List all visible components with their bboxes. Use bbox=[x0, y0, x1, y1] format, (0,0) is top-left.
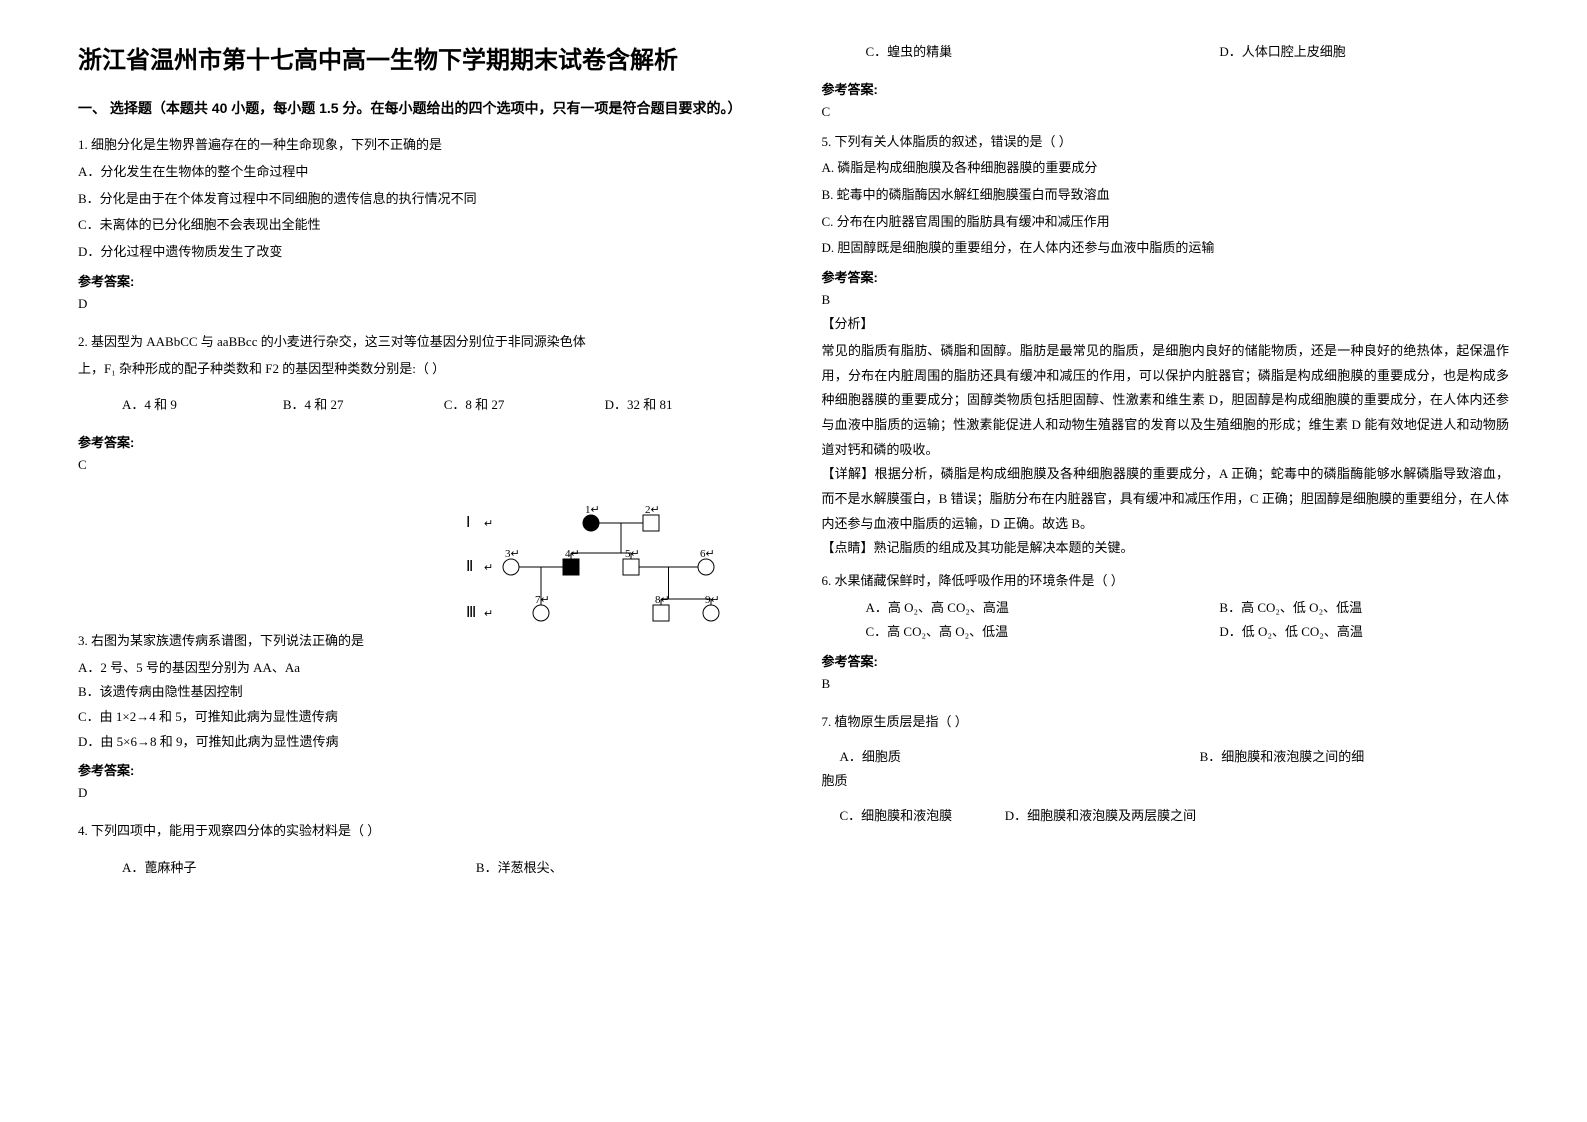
q7-opt-c: C．细胞膜和液泡膜 bbox=[822, 804, 1002, 829]
q6-ans-label: 参考答案: bbox=[822, 651, 1510, 670]
q3-opt-d: D．由 5×6→8 和 9，可推知此病为显性遗传病 bbox=[78, 730, 766, 755]
q2-opt-b: B．4 和 27 bbox=[283, 393, 444, 418]
q6-row1: A．高 O₂、高 CO₂、高温 B．高 CO₂、低 O₂、低温 bbox=[822, 596, 1510, 621]
svg-text:↵: ↵ bbox=[484, 518, 493, 530]
q2-ans: C bbox=[78, 457, 766, 473]
q6-row2: C．高 CO₂、高 O₂、低温 D．低 O₂、低 CO₂、高温 bbox=[822, 620, 1510, 645]
q5-fenxi: 常见的脂质有脂肪、磷脂和固醇。脂肪是最常见的脂质，是细胞内良好的储能物质，还是一… bbox=[822, 339, 1510, 462]
question-5: 5. 下列有关人体脂质的叙述，错误的是（ ） A. 磷脂是构成细胞膜及各种细胞器… bbox=[822, 130, 1510, 561]
svg-text:4↵: 4↵ bbox=[565, 548, 580, 560]
q2-options: A．4 和 9 B．4 和 27 C．8 和 27 D．32 和 81 bbox=[78, 393, 766, 418]
q6-opt-d: D．低 O₂、低 CO₂、高温 bbox=[1219, 620, 1509, 645]
q1-opt-c: C．未离体的已分化细胞不会表现出全能性 bbox=[78, 213, 766, 238]
q3-opt-c: C．由 1×2→4 和 5，可推知此病为显性遗传病 bbox=[78, 705, 766, 730]
q2-stem-1: 2. 基因型为 AABbCC 与 aaBBcc 的小麦进行杂交，这三对等位基因分… bbox=[78, 330, 766, 355]
q1-opt-a: A．分化发生在生物体的整个生命过程中 bbox=[78, 160, 766, 185]
q4-opt-b: B．洋葱根尖、 bbox=[476, 856, 766, 881]
q3-opt-b: B．该遗传病由隐性基因控制 bbox=[78, 680, 766, 705]
pedigree-svg: Ⅰ ↵ Ⅱ ↵ Ⅲ ↵ 1↵ 2↵ 3↵ 4↵ 5↵ 6↵ 7↵ 8↵ 9↵ bbox=[316, 497, 736, 627]
q4-ans: C bbox=[822, 104, 1510, 120]
doc-title: 浙江省温州市第十七高中高一生物下学期期末试卷含解析 bbox=[78, 40, 766, 75]
q7-opt-b: B．细胞膜和液泡膜之间的细 bbox=[1200, 745, 1509, 770]
svg-text:8↵: 8↵ bbox=[655, 594, 670, 606]
q4-opt-a: A．蓖麻种子 bbox=[122, 856, 476, 881]
section-1-head: 一、 选择题（本题共 40 小题，每小题 1.5 分。在每小题给出的四个选项中，… bbox=[78, 97, 766, 119]
q1-ans: D bbox=[78, 296, 766, 312]
q7-opt-b-cont: 胞质 bbox=[822, 769, 1510, 794]
question-1: 1. 细胞分化是生物界普遍存在的一种生命现象，下列不正确的是 A．分化发生在生物… bbox=[78, 133, 766, 321]
q4-row2: C．蝗虫的精巢 D．人体口腔上皮细胞 bbox=[822, 40, 1510, 65]
q1-opt-b: B．分化是由于在个体发育过程中不同细胞的遗传信息的执行情况不同 bbox=[78, 187, 766, 212]
q7-opt-a: A．细胞质 bbox=[822, 745, 1200, 770]
q1-stem: 1. 细胞分化是生物界普遍存在的一种生命现象，下列不正确的是 bbox=[78, 133, 766, 158]
q3-ans: D bbox=[78, 785, 766, 801]
pedigree-figure: Ⅰ ↵ Ⅱ ↵ Ⅲ ↵ 1↵ 2↵ 3↵ 4↵ 5↵ 6↵ 7↵ 8↵ 9↵ bbox=[78, 497, 766, 627]
q5-ans-label: 参考答案: bbox=[822, 267, 1510, 286]
q5-xiangjie: 【详解】根据分析，磷脂是构成细胞膜及各种细胞器膜的重要成分，A 正确；蛇毒中的磷… bbox=[822, 462, 1510, 536]
q6-ans: B bbox=[822, 676, 1510, 692]
svg-text:6↵: 6↵ bbox=[700, 548, 715, 560]
q3-stem: 3. 右图为某家族遗传病系谱图，下列说法正确的是 bbox=[78, 629, 766, 654]
svg-text:7↵: 7↵ bbox=[535, 594, 550, 606]
q7-stem: 7. 植物原生质层是指（ ） bbox=[822, 710, 1510, 735]
q5-opt-a: A. 磷脂是构成细胞膜及各种细胞器膜的重要成分 bbox=[822, 156, 1510, 181]
q2-opt-a: A．4 和 9 bbox=[122, 393, 283, 418]
question-4: 4. 下列四项中，能用于观察四分体的实验材料是（ ） A．蓖麻种子 B．洋葱根尖… bbox=[78, 819, 766, 880]
q7-row2: C．细胞膜和液泡膜 D．细胞膜和液泡膜及两层膜之间 bbox=[822, 804, 1510, 829]
q6-opt-b: B．高 CO₂、低 O₂、低温 bbox=[1219, 596, 1509, 621]
q4-opt-c: C．蝗虫的精巢 bbox=[866, 40, 1220, 65]
q7-opt-d: D．细胞膜和液泡膜及两层膜之间 bbox=[1005, 808, 1196, 823]
q5-opt-b: B. 蛇毒中的磷脂酶因水解红细胞膜蛋白而导致溶血 bbox=[822, 183, 1510, 208]
svg-text:Ⅱ: Ⅱ bbox=[466, 559, 473, 575]
q1-opt-d: D．分化过程中遗传物质发生了改变 bbox=[78, 240, 766, 265]
q3-opt-a: A．2 号、5 号的基因型分别为 AA、Aa bbox=[78, 656, 766, 681]
q5-opt-c: C. 分布在内脏器官周围的脂肪具有缓冲和减压作用 bbox=[822, 210, 1510, 235]
q4-stem: 4. 下列四项中，能用于观察四分体的实验材料是（ ） bbox=[78, 819, 766, 844]
q5-dianjing: 【点睛】熟记脂质的组成及其功能是解决本题的关键。 bbox=[822, 536, 1510, 561]
right-column: C．蝗虫的精巢 D．人体口腔上皮细胞 参考答案: C 5. 下列有关人体脂质的叙… bbox=[794, 40, 1538, 1082]
q6-stem: 6. 水果储藏保鲜时，降低呼吸作用的环境条件是（ ） bbox=[822, 569, 1510, 594]
q6-opt-a: A．高 O₂、高 CO₂、高温 bbox=[866, 596, 1220, 621]
q3-ans-label: 参考答案: bbox=[78, 760, 766, 779]
q5-ans: B bbox=[822, 292, 1510, 308]
q5-stem: 5. 下列有关人体脂质的叙述，错误的是（ ） bbox=[822, 130, 1510, 155]
q4-row1: A．蓖麻种子 B．洋葱根尖、 bbox=[78, 856, 766, 881]
q2-opt-d: D．32 和 81 bbox=[605, 393, 766, 418]
question-3: 3. 右图为某家族遗传病系谱图，下列说法正确的是 A．2 号、5 号的基因型分别… bbox=[78, 629, 766, 811]
q7-row1: A．细胞质 B．细胞膜和液泡膜之间的细 bbox=[822, 745, 1510, 770]
q2-stem-2: 上，F₁ 杂种形成的配子种类数和 F2 的基因型种类数分别是:（ ） bbox=[78, 357, 766, 382]
left-column: 浙江省温州市第十七高中高一生物下学期期末试卷含解析 一、 选择题（本题共 40 … bbox=[50, 40, 794, 1082]
svg-text:↵: ↵ bbox=[484, 562, 493, 574]
svg-text:2↵: 2↵ bbox=[645, 504, 660, 516]
q4-ans-label: 参考答案: bbox=[822, 79, 1510, 98]
q5-fenxi-label: 【分析】 bbox=[822, 312, 1510, 337]
q1-ans-label: 参考答案: bbox=[78, 271, 766, 290]
question-7: 7. 植物原生质层是指（ ） A．细胞质 B．细胞膜和液泡膜之间的细 胞质 C．… bbox=[822, 710, 1510, 831]
q4-opt-d: D．人体口腔上皮细胞 bbox=[1219, 40, 1509, 65]
svg-text:Ⅰ: Ⅰ bbox=[466, 515, 470, 531]
svg-text:3↵: 3↵ bbox=[505, 548, 520, 560]
q2-opt-c: C．8 和 27 bbox=[444, 393, 605, 418]
question-2: 2. 基因型为 AABbCC 与 aaBBcc 的小麦进行杂交，这三对等位基因分… bbox=[78, 330, 766, 483]
svg-text:9↵: 9↵ bbox=[705, 594, 720, 606]
svg-text:1↵: 1↵ bbox=[585, 504, 600, 516]
q2-ans-label: 参考答案: bbox=[78, 432, 766, 451]
svg-text:5↵: 5↵ bbox=[625, 548, 640, 560]
q5-opt-d: D. 胆固醇既是细胞膜的重要组分，在人体内还参与血液中脂质的运输 bbox=[822, 236, 1510, 261]
svg-text:Ⅲ: Ⅲ bbox=[466, 605, 476, 621]
svg-text:↵: ↵ bbox=[484, 608, 493, 620]
question-6: 6. 水果储藏保鲜时，降低呼吸作用的环境条件是（ ） A．高 O₂、高 CO₂、… bbox=[822, 569, 1510, 702]
q6-opt-c: C．高 CO₂、高 O₂、低温 bbox=[866, 620, 1220, 645]
